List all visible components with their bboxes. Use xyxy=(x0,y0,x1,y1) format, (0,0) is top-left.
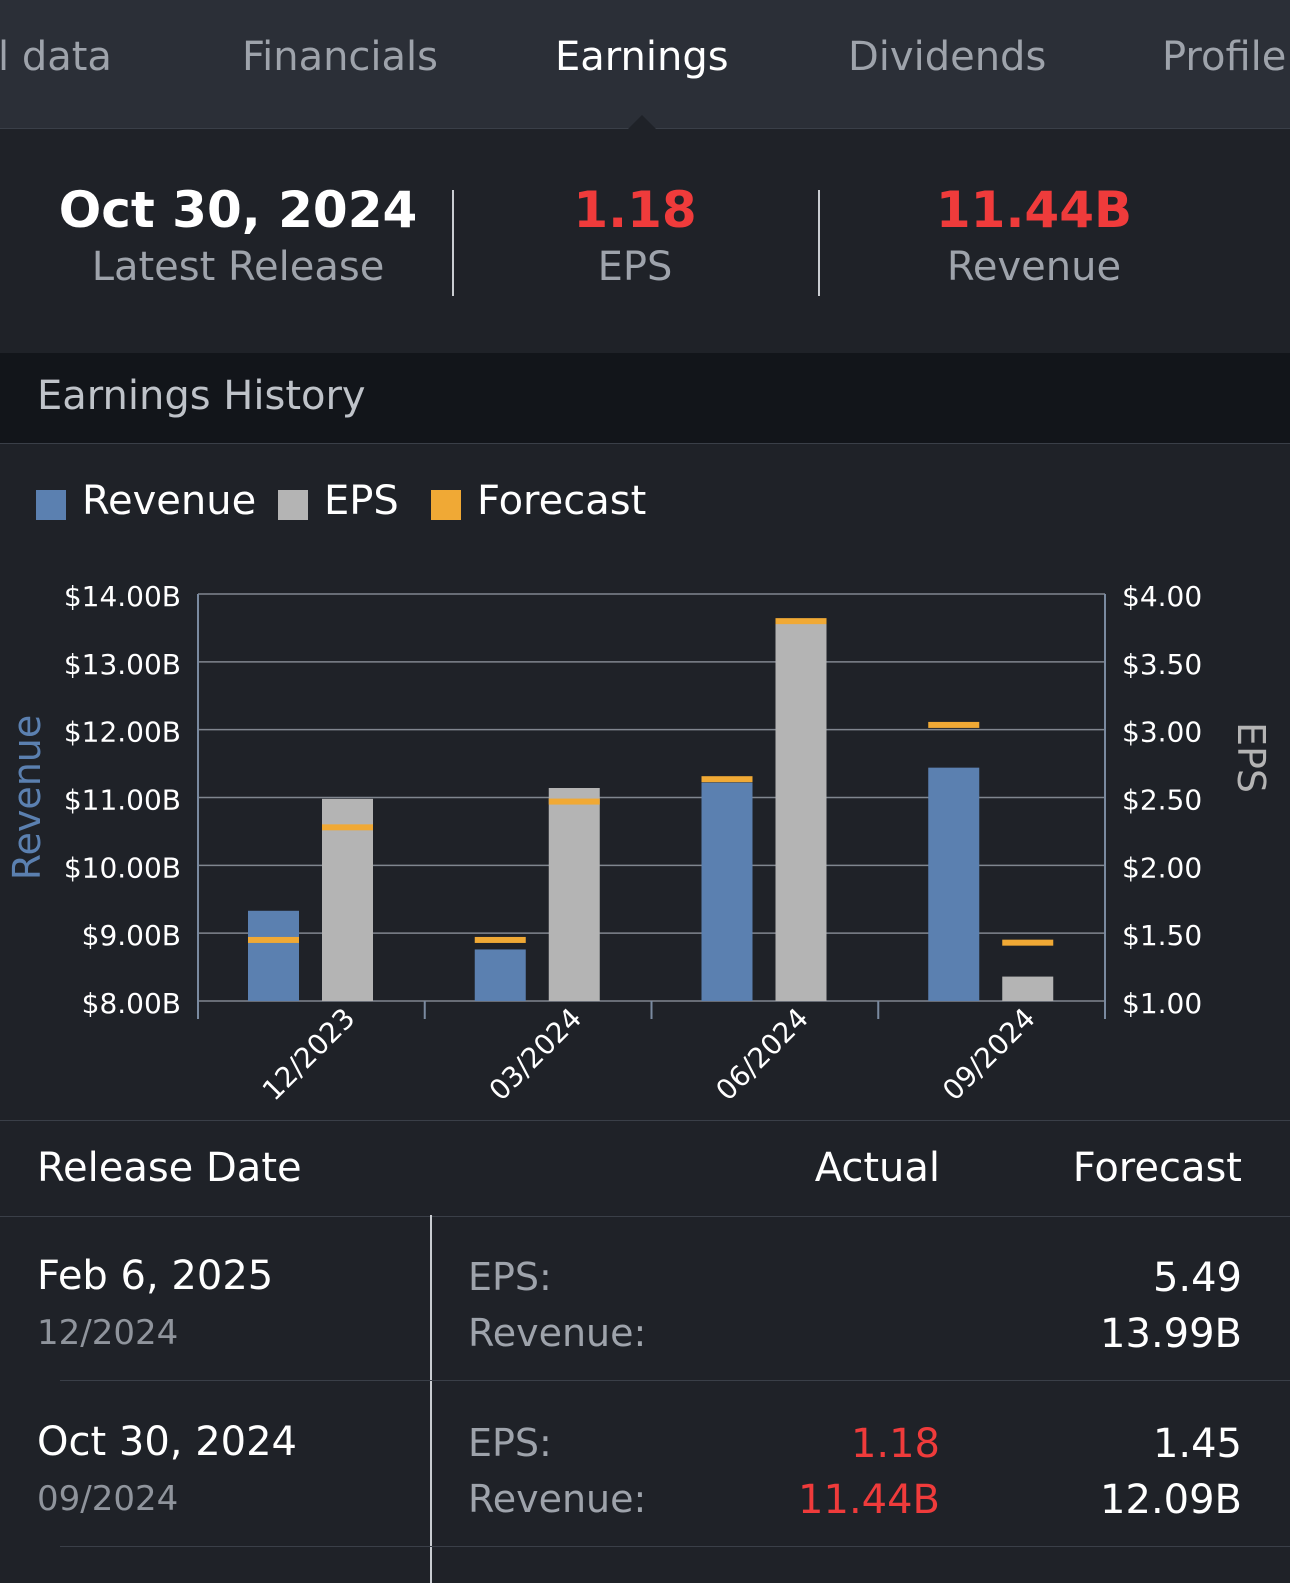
earnings-chart: Revenue EPS Forecast $14.00B $4.00 $13.00B… xyxy=(0,444,1290,1120)
summary-divider xyxy=(452,190,454,296)
left-axis-tick: $9.00B xyxy=(82,919,181,952)
tab-dividends[interactable]: Dividends xyxy=(848,34,1047,80)
revenue-bar xyxy=(928,767,980,1001)
tab-chart-data[interactable]: l data xyxy=(0,34,112,80)
eps-value: 1.18 xyxy=(573,181,697,239)
eps-bar xyxy=(1002,976,1054,1001)
row-separator xyxy=(60,1546,1290,1547)
row-revenue-actual: 11.44B xyxy=(798,1477,940,1523)
left-axis-tick: $10.00B xyxy=(64,851,181,884)
eps-bar xyxy=(322,798,373,1001)
right-axis-tick: $2.50 xyxy=(1122,784,1202,817)
section-title: Earnings History xyxy=(37,373,366,419)
eps-forecast-marker xyxy=(775,618,827,625)
left-axis-tick: $12.00B xyxy=(64,716,181,749)
active-tab-indicator xyxy=(628,115,656,129)
table-header: Release Date Actual Forecast xyxy=(0,1120,1290,1217)
revenue-bar xyxy=(474,949,526,1001)
revenue-forecast-marker xyxy=(701,776,753,783)
forecast-swatch xyxy=(431,490,461,520)
header-actual: Actual xyxy=(814,1145,940,1191)
category-label: 06/2024 xyxy=(709,1001,815,1107)
row-period: 09/2024 xyxy=(37,1479,179,1519)
row-revenue-label: Revenue: xyxy=(468,1477,647,1521)
row-release-date: Oct 30, 2024 xyxy=(37,1419,297,1465)
right-axis-tick: $1.50 xyxy=(1122,919,1202,952)
category-label: 12/2023 xyxy=(256,1001,362,1107)
table-column-divider xyxy=(430,1215,432,1583)
left-axis-tick: $14.00B xyxy=(64,580,181,613)
header-release-date: Release Date xyxy=(37,1145,302,1191)
revenue-value: 11.44B xyxy=(935,181,1133,239)
revenue-label: Revenue xyxy=(946,244,1122,290)
legend-forecast-label: Forecast xyxy=(477,478,647,524)
row-eps-forecast: 1.45 xyxy=(1152,1421,1242,1467)
category-label: 03/2024 xyxy=(483,1001,589,1107)
legend-eps-label: EPS xyxy=(324,478,399,524)
revenue-block: 11.44B Revenue xyxy=(884,179,1184,293)
row-separator xyxy=(60,1380,1290,1381)
eps-forecast-marker xyxy=(322,824,373,831)
eps-forecast-marker xyxy=(1002,939,1054,946)
row-release-date: Feb 6, 2025 xyxy=(37,1253,274,1299)
summary-divider xyxy=(818,190,820,296)
latest-release-date: Oct 30, 2024 xyxy=(58,181,418,239)
left-axis-title: Revenue xyxy=(5,715,49,881)
row-eps-forecast: 5.49 xyxy=(1152,1255,1242,1301)
right-axis-tick: $2.00 xyxy=(1122,851,1202,884)
legend-revenue-label: Revenue xyxy=(82,478,257,524)
revenue-forecast-marker xyxy=(248,936,299,943)
tab-profile[interactable]: Profile xyxy=(1162,34,1287,80)
row-eps-actual: 1.18 xyxy=(850,1421,940,1467)
tab-earnings[interactable]: Earnings xyxy=(555,34,729,80)
right-axis-tick: $1.00 xyxy=(1122,987,1202,1020)
eps-swatch xyxy=(278,490,308,520)
header-forecast: Forecast xyxy=(1072,1145,1242,1191)
right-axis-tick: $4.00 xyxy=(1122,580,1202,613)
table-row[interactable]: Feb 6, 2025 12/2024 EPS: Revenue: 5.49 1… xyxy=(0,1215,1290,1381)
latest-release-label: Latest Release xyxy=(91,244,385,290)
row-eps-label: EPS: xyxy=(468,1255,552,1299)
tab-financials[interactable]: Financials xyxy=(242,34,438,80)
row-revenue-forecast: 13.99B xyxy=(1100,1311,1242,1357)
revenue-swatch xyxy=(36,490,66,520)
revenue-forecast-marker xyxy=(928,721,980,728)
right-axis-title: EPS xyxy=(1229,722,1273,793)
left-axis-tick: $13.00B xyxy=(64,648,181,681)
left-axis-tick: $11.00B xyxy=(64,784,181,817)
eps-bar xyxy=(548,788,600,1001)
eps-bar xyxy=(775,623,827,1001)
revenue-bar xyxy=(701,782,753,1001)
right-axis-tick: $3.00 xyxy=(1122,716,1202,749)
eps-forecast-marker xyxy=(548,798,600,805)
category-label: 09/2024 xyxy=(936,1001,1042,1107)
eps-label: EPS xyxy=(597,244,673,290)
tab-bar: l data Financials Earnings Dividends Pro… xyxy=(0,0,1290,129)
left-axis-tick: $8.00B xyxy=(82,987,181,1020)
row-revenue-label: Revenue: xyxy=(468,1311,647,1355)
chart-canvas: $14.00B $4.00 $13.00B $3.50 $12.00B $3.00 $11.… xyxy=(5,580,1273,1107)
table-row[interactable]: Oct 30, 2024 09/2024 EPS: Revenue: 1.18 … xyxy=(0,1381,1290,1547)
latest-release-block: Oct 30, 2024 Latest Release xyxy=(38,179,438,293)
eps-block: 1.18 EPS xyxy=(485,179,785,293)
row-eps-label: EPS: xyxy=(468,1421,552,1465)
row-revenue-forecast: 12.09B xyxy=(1100,1477,1242,1523)
right-axis-tick: $3.50 xyxy=(1122,648,1202,681)
revenue-bar xyxy=(248,910,299,1001)
revenue-forecast-marker xyxy=(474,936,526,943)
latest-release-summary: Oct 30, 2024 Latest Release 1.18 EPS 11.… xyxy=(0,129,1290,353)
row-period: 12/2024 xyxy=(37,1313,179,1353)
earnings-history-header: Earnings History xyxy=(0,353,1290,444)
